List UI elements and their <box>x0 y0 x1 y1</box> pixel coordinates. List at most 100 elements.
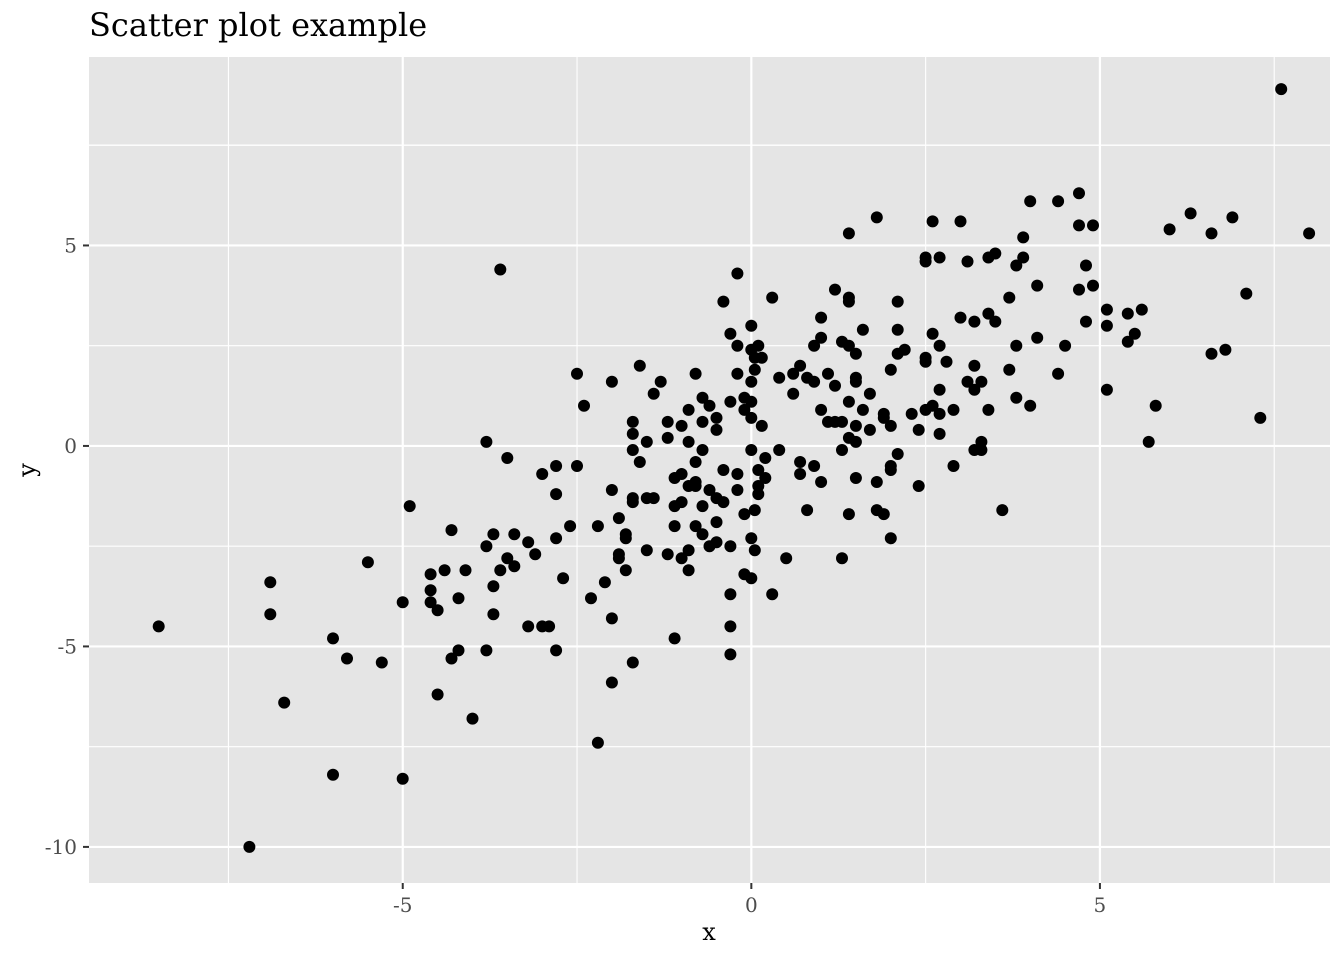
data-point <box>748 544 761 557</box>
data-point <box>1100 303 1113 316</box>
data-point <box>731 267 744 280</box>
data-point <box>863 387 876 400</box>
data-point <box>605 484 618 496</box>
data-point <box>808 339 821 352</box>
data-point <box>1073 283 1085 296</box>
data-point <box>748 363 761 376</box>
data-point <box>578 399 590 412</box>
data-point <box>773 444 786 456</box>
data-point <box>1080 315 1092 328</box>
data-point <box>947 403 960 416</box>
data-point <box>877 411 890 424</box>
data-point <box>856 323 869 336</box>
plot-panel <box>89 57 1330 883</box>
data-point <box>438 564 451 577</box>
data-point <box>550 488 563 501</box>
data-point <box>933 407 946 420</box>
data-point <box>1226 211 1239 224</box>
data-point <box>1017 231 1030 244</box>
data-point <box>1024 195 1037 208</box>
data-point <box>836 552 848 565</box>
data-point <box>926 215 939 228</box>
data-point <box>626 656 639 669</box>
data-point <box>633 456 646 468</box>
data-point <box>682 435 695 448</box>
data-point <box>675 496 688 509</box>
data-point <box>1303 227 1316 240</box>
data-point <box>501 452 514 464</box>
data-point <box>968 315 981 328</box>
data-point <box>849 435 862 448</box>
data-point <box>752 464 765 476</box>
data-point <box>361 556 374 569</box>
data-point <box>1003 291 1016 304</box>
data-point <box>494 263 507 276</box>
data-point <box>912 480 925 492</box>
data-point <box>808 375 821 388</box>
data-point <box>480 435 493 448</box>
data-point <box>375 656 388 669</box>
data-point <box>724 540 737 553</box>
data-point <box>780 552 793 565</box>
data-point <box>487 608 500 621</box>
data-point <box>947 460 960 472</box>
data-point <box>731 339 744 352</box>
data-point <box>543 620 556 633</box>
data-point <box>982 307 995 320</box>
data-point <box>829 379 841 392</box>
data-point <box>487 528 500 541</box>
data-point <box>682 544 695 557</box>
data-point <box>675 468 688 480</box>
data-point <box>849 419 862 432</box>
data-point <box>815 403 828 416</box>
data-point <box>550 460 563 472</box>
data-point <box>794 456 807 468</box>
x-tick-label: 5 <box>1094 893 1107 917</box>
data-point <box>424 568 437 581</box>
data-point <box>1205 347 1218 360</box>
data-point <box>536 468 549 480</box>
data-point <box>682 403 695 416</box>
data-point <box>933 383 946 396</box>
data-point <box>689 367 702 380</box>
data-point <box>689 520 702 533</box>
data-point <box>717 295 730 308</box>
data-point <box>773 371 786 384</box>
data-point <box>1149 399 1162 412</box>
data-point <box>996 504 1009 517</box>
data-point <box>849 472 862 484</box>
data-point <box>842 395 855 408</box>
y-axis-label: y <box>13 463 41 478</box>
data-point <box>654 375 667 388</box>
data-point <box>1142 435 1155 448</box>
data-point <box>1003 363 1016 376</box>
data-point <box>898 343 911 356</box>
data-point <box>877 508 890 521</box>
data-point <box>585 592 597 605</box>
data-point <box>724 588 737 601</box>
data-point <box>745 532 758 545</box>
data-point <box>884 532 897 545</box>
data-point <box>731 367 744 380</box>
data-point <box>766 291 779 304</box>
data-point <box>975 435 988 448</box>
data-point <box>1031 331 1044 344</box>
data-point <box>710 516 723 529</box>
data-point <box>591 520 604 533</box>
y-tick-label: -5 <box>58 634 77 658</box>
data-point <box>703 484 716 496</box>
data-point <box>794 359 807 372</box>
data-point <box>815 331 828 344</box>
data-point <box>571 460 583 472</box>
data-point <box>1135 303 1148 316</box>
data-point <box>745 572 758 585</box>
data-point <box>605 676 618 689</box>
data-point <box>452 592 465 605</box>
data-point <box>1184 207 1197 220</box>
data-point <box>745 319 758 332</box>
data-point <box>278 696 291 709</box>
data-point <box>933 427 946 440</box>
data-point <box>452 644 465 657</box>
data-point <box>550 644 563 657</box>
